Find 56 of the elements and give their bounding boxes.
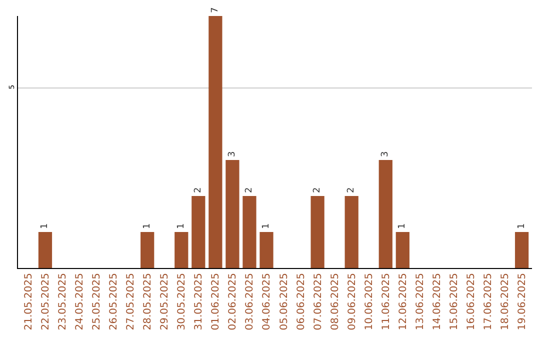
bar <box>38 232 52 268</box>
x-tick-label: 16.06.2025 <box>466 273 477 330</box>
x-tick-label: 12.06.2025 <box>398 273 409 330</box>
x-tick-label: 02.06.2025 <box>228 273 239 330</box>
data-label: 1 <box>398 223 408 229</box>
data-label: 1 <box>40 223 50 229</box>
data-label: 1 <box>516 223 527 229</box>
bar <box>260 232 274 268</box>
x-tick-label: 23.05.2025 <box>58 273 68 330</box>
x-tick-label: 13.06.2025 <box>414 273 426 330</box>
bar <box>396 232 410 268</box>
data-label: 1 <box>142 223 152 229</box>
x-tick-label: 11.06.2025 <box>380 273 392 330</box>
bar <box>310 196 324 268</box>
bar <box>192 196 206 268</box>
bar <box>514 232 529 268</box>
x-tick-label: 28.05.2025 <box>142 273 154 330</box>
x-tick-label: 22.05.2025 <box>40 273 52 330</box>
data-label: 3 <box>380 151 391 157</box>
x-tick-label: 31.05.2025 <box>194 273 205 330</box>
bar <box>226 160 240 268</box>
data-label: 1 <box>176 223 186 229</box>
bar <box>378 160 392 268</box>
x-tick-label: 01.06.2025 <box>210 273 222 330</box>
bar <box>242 196 256 268</box>
bar <box>344 196 358 268</box>
data-label: 7 <box>210 7 220 13</box>
x-tick-label: 03.06.2025 <box>244 273 256 330</box>
x-tick-label: 10.06.2025 <box>364 273 375 330</box>
data-label: 2 <box>346 187 357 193</box>
data-label: 2 <box>244 187 254 193</box>
bar <box>174 232 188 268</box>
x-tick-label: 25.05.2025 <box>92 273 103 330</box>
data-label: 3 <box>227 151 238 157</box>
x-tick-label: 19.06.2025 <box>517 273 528 330</box>
x-tick-label: 18.06.2025 <box>500 273 512 330</box>
data-label: 2 <box>312 187 323 193</box>
x-tick-label: 07.06.2025 <box>312 273 324 330</box>
x-tick-label: 09.06.2025 <box>346 273 358 330</box>
x-tick-label: 26.05.2025 <box>108 273 120 330</box>
bar <box>140 232 154 268</box>
data-label: 2 <box>193 187 204 193</box>
x-tick-label: 29.05.2025 <box>160 273 171 330</box>
x-tick-label: 24.05.2025 <box>74 273 86 330</box>
x-tick-label: 21.05.2025 <box>23 273 34 330</box>
data-label: 1 <box>261 223 272 229</box>
x-tick-label: 15.06.2025 <box>448 273 460 330</box>
x-tick-label: 05.06.2025 <box>278 273 290 330</box>
x-tick-label: 17.06.2025 <box>483 273 494 330</box>
x-tick-label: 30.05.2025 <box>176 273 188 330</box>
x-tick-label: 27.05.2025 <box>126 273 137 330</box>
x-tick-label: 06.06.2025 <box>296 273 307 330</box>
x-tick-label: 14.06.2025 <box>432 273 443 330</box>
bar <box>208 16 222 268</box>
x-tick-label: 04.06.2025 <box>262 273 273 330</box>
x-tick-label: 08.06.2025 <box>330 273 341 330</box>
